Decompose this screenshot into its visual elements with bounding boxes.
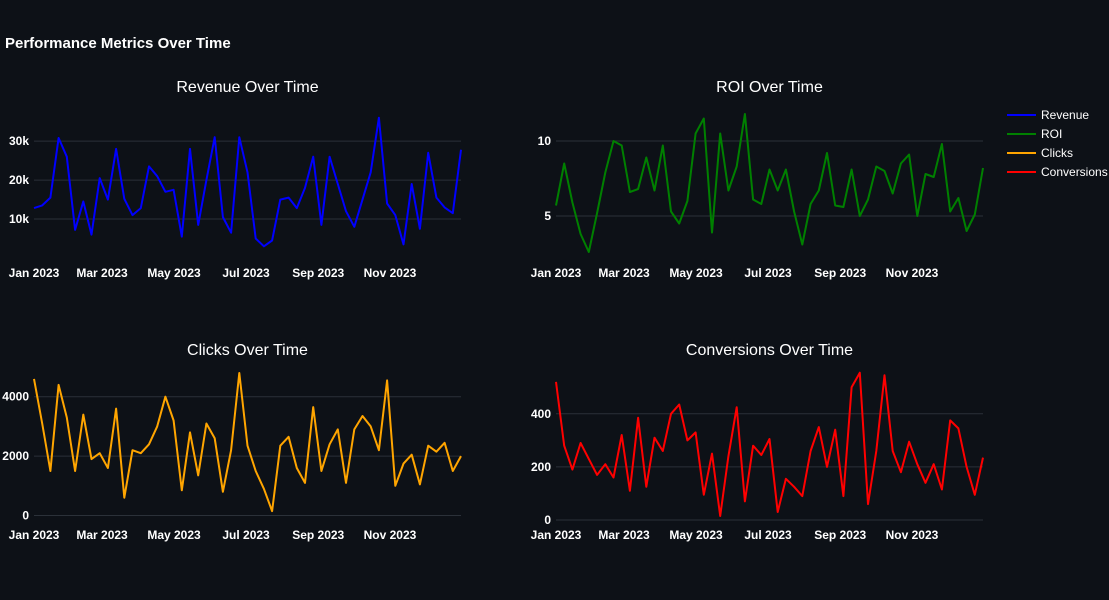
y-tick-label: 2000 [2,449,29,463]
x-tick-label: Jul 2023 [222,528,270,542]
x-tick-label: Nov 2023 [364,528,417,542]
subplot-title: Revenue Over Time [176,79,318,96]
x-tick-label: Nov 2023 [886,528,939,542]
y-tick-label: 400 [531,407,551,421]
x-tick-label: Mar 2023 [598,266,650,280]
subplot-title: Clicks Over Time [187,342,308,359]
x-tick-label: May 2023 [147,266,201,280]
y-tick-label: 0 [22,509,29,523]
x-tick-label: Jan 2023 [531,528,582,542]
subplot-conversions: 0 200 400 Jan 2023 Mar 2023 May 2023 Jul 2023 S… [531,342,984,542]
legend-label: Revenue [1041,108,1089,122]
x-tick-label: Jan 2023 [9,266,60,280]
legend-label: ROI [1041,127,1062,141]
legend-item-roi[interactable]: ROI [1007,127,1062,141]
x-tick-label: Nov 2023 [364,266,417,280]
y-tick-label: 10k [9,212,29,226]
subplot-clicks: 0 2000 4000 Jan 2023 Mar 2023 May 2023 Jul 202… [2,342,462,542]
legend-label: Conversions [1041,165,1108,179]
x-tick-label: Nov 2023 [886,266,939,280]
subplot-roi: 5 10 Jan 2023 Mar 2023 May 2023 Jul 2023 Sep 2… [531,79,984,280]
x-tick-label: Jan 2023 [531,266,582,280]
x-tick-label: Sep 2023 [814,266,866,280]
legend-label: Clicks [1041,146,1073,160]
x-tick-label: Jan 2023 [9,528,60,542]
series-line-roi[interactable] [555,113,984,253]
page-title: Performance Metrics Over Time [5,35,231,52]
x-tick-label: Sep 2023 [292,266,344,280]
y-tick-label: 200 [531,460,551,474]
y-tick-label: 30k [9,134,29,148]
y-tick-label: 10 [538,134,552,148]
series-line-conversions[interactable] [555,371,984,517]
x-tick-label: Sep 2023 [814,528,866,542]
x-tick-label: Mar 2023 [76,266,128,280]
series-line-revenue[interactable] [33,116,462,248]
x-tick-label: May 2023 [669,266,723,280]
series-line-clicks[interactable] [33,372,462,513]
subplot-revenue: 10k 20k 30k Jan 2023 Mar 2023 May 2023 Jul 202… [9,79,462,280]
x-tick-label: May 2023 [147,528,201,542]
x-tick-label: Jul 2023 [744,528,792,542]
subplot-title: Conversions Over Time [686,342,853,359]
y-tick-label: 5 [544,209,551,223]
x-tick-label: Sep 2023 [292,528,344,542]
legend-item-clicks[interactable]: Clicks [1007,146,1073,160]
x-tick-label: Jul 2023 [744,266,792,280]
legend-item-conversions[interactable]: Conversions [1007,165,1108,179]
x-tick-label: May 2023 [669,528,723,542]
x-tick-label: Mar 2023 [76,528,128,542]
x-tick-label: Mar 2023 [598,528,650,542]
x-tick-label: Jul 2023 [222,266,270,280]
y-tick-label: 0 [544,513,551,527]
legend[interactable]: Revenue ROI Clicks Conversions [1007,108,1108,179]
legend-item-revenue[interactable]: Revenue [1007,108,1089,122]
subplot-title: ROI Over Time [716,79,823,96]
y-tick-label: 20k [9,173,29,187]
y-tick-label: 4000 [2,390,29,404]
